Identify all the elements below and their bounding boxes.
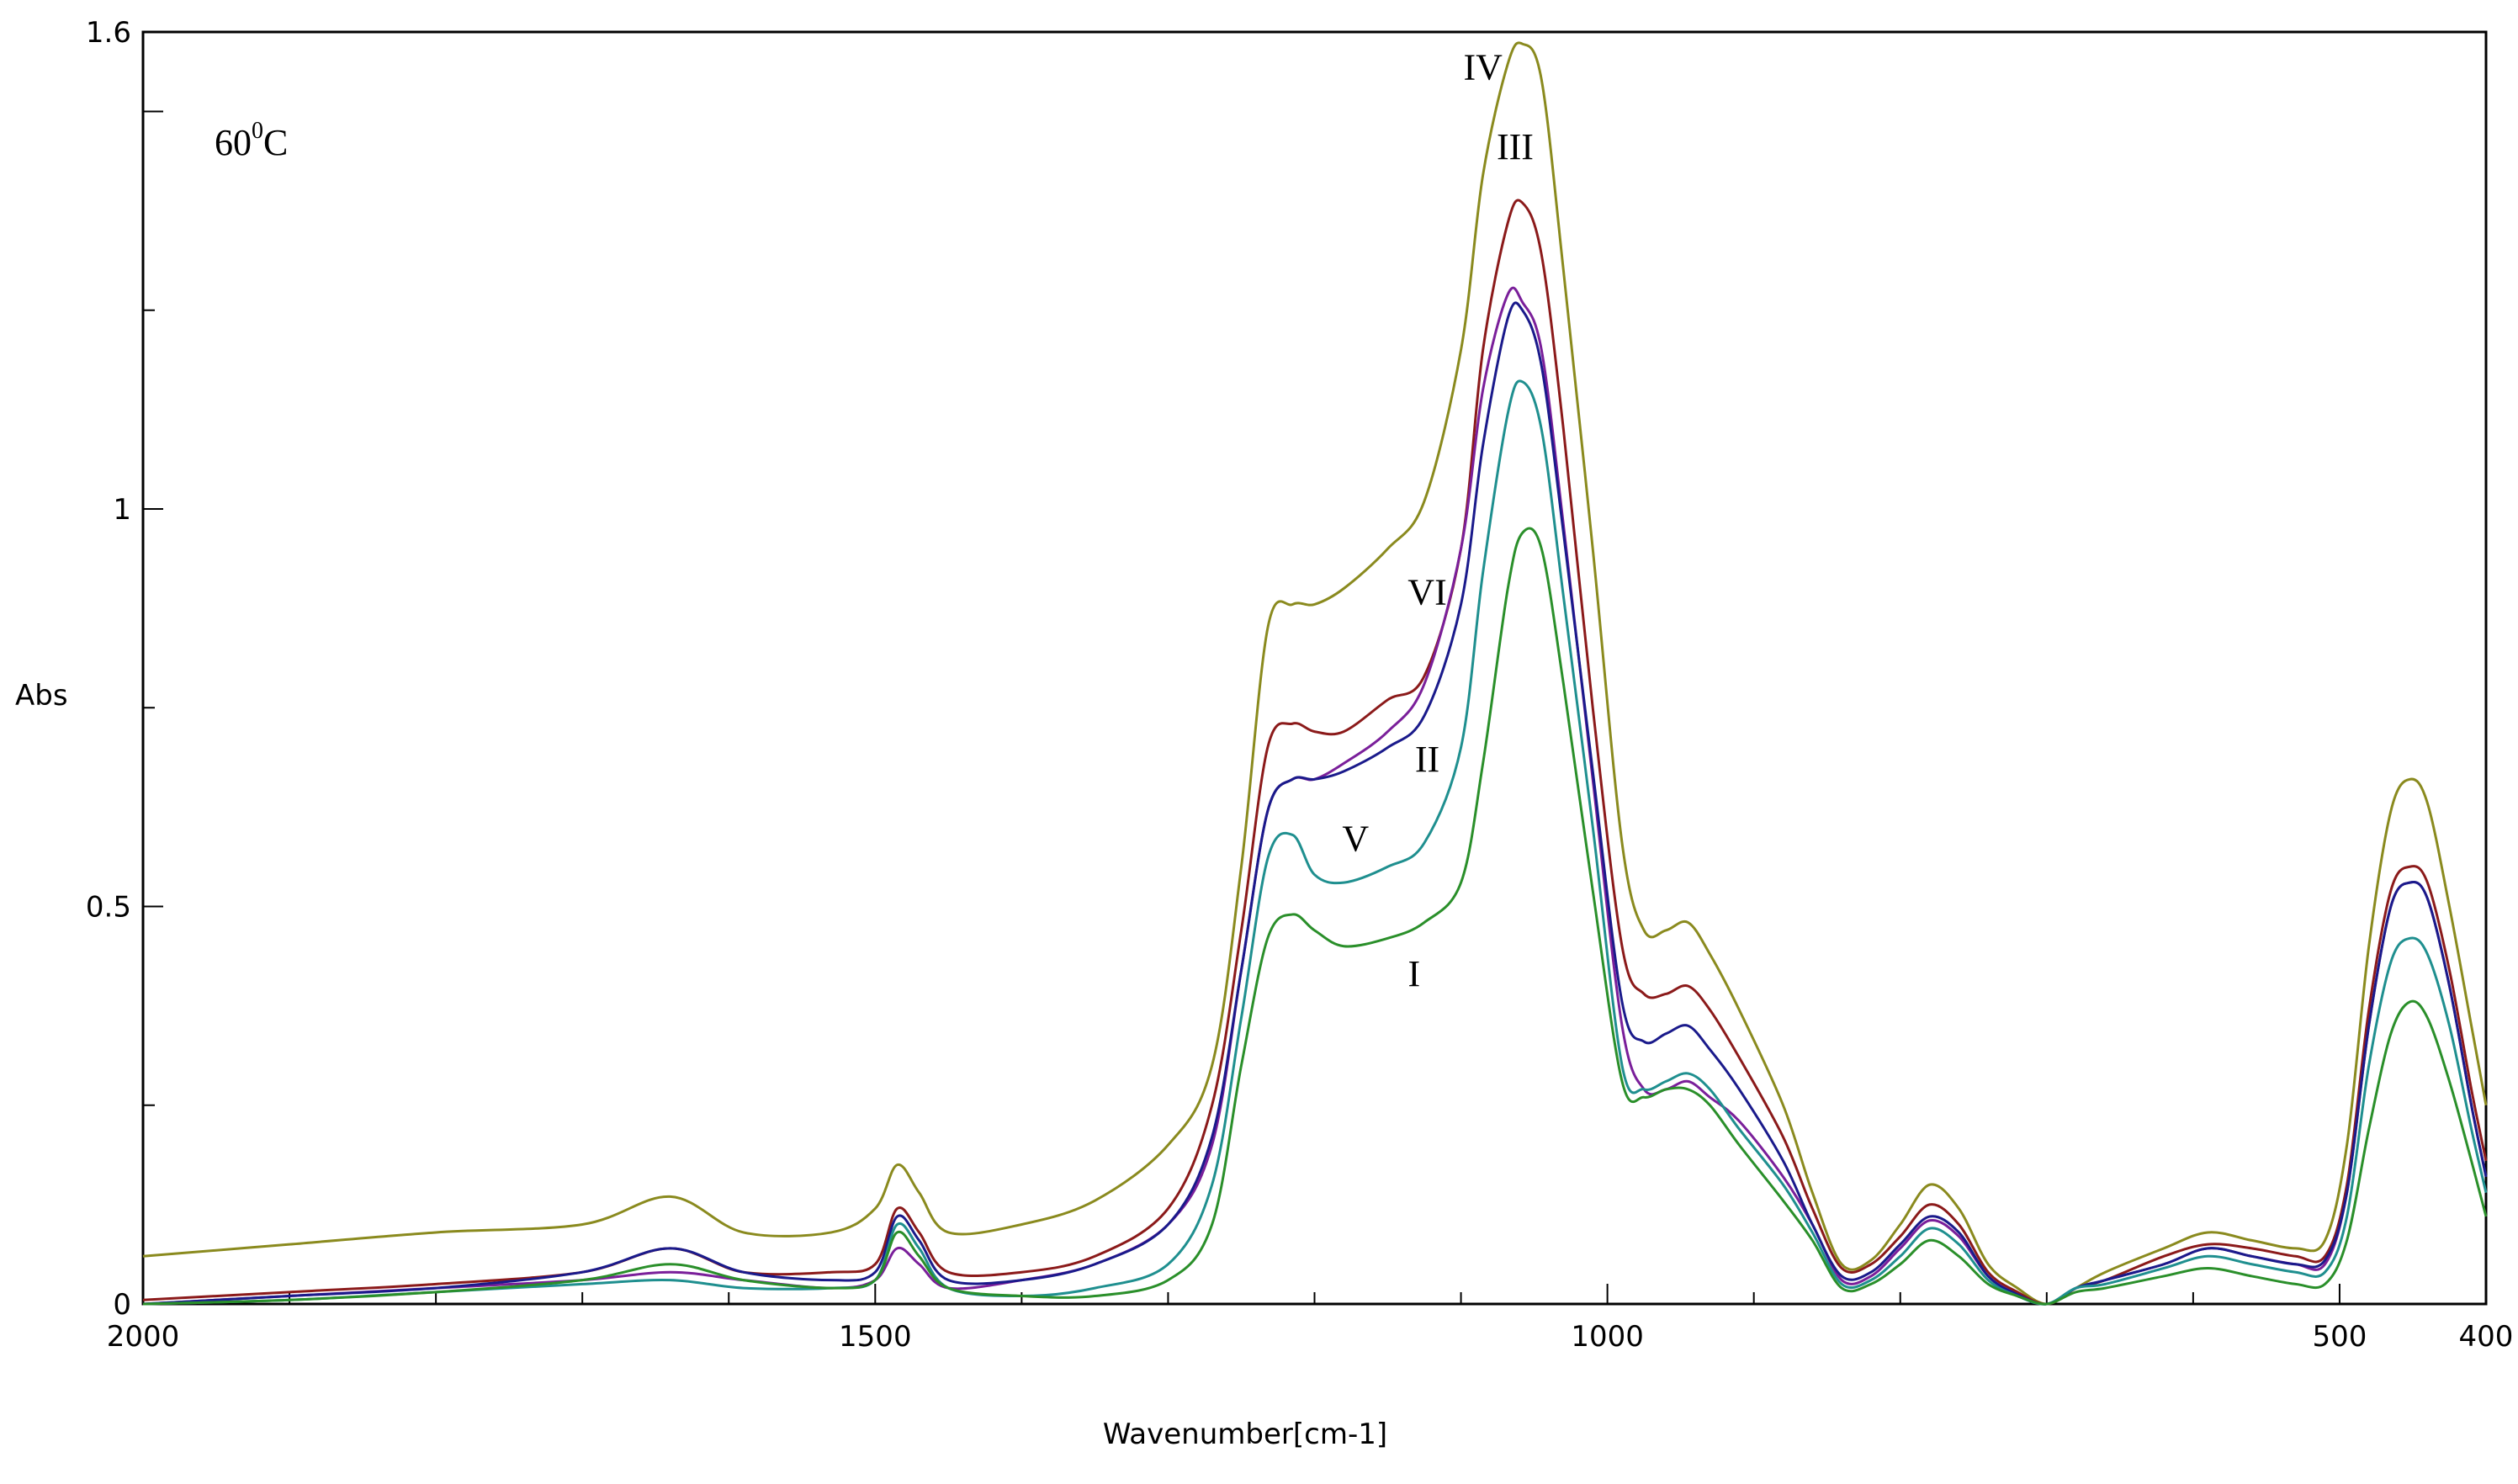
x-tick-label: 400 [2459, 1320, 2514, 1354]
curve-label: III [1497, 126, 1534, 167]
series-line-3 [142, 286, 2488, 1306]
series-line-4 [142, 301, 2488, 1306]
x-axis-ticks: 2000 1500 1000 500 400 [107, 1284, 2514, 1354]
series-line-1 [142, 41, 2488, 1306]
y-tick-label: 0 [113, 1288, 131, 1322]
curve-label: I [1408, 953, 1421, 994]
y-tick-label: 1 [113, 493, 131, 527]
plot-frame [141, 30, 2488, 1306]
y-axis-title: Abs [15, 679, 68, 713]
series-group [142, 41, 2488, 1306]
curve-label: II [1415, 739, 1439, 780]
curve-label: VI [1407, 571, 1446, 612]
curve-label: IV [1463, 47, 1503, 88]
x-tick-label: 1000 [1571, 1320, 1644, 1354]
x-tick-label: 1500 [839, 1320, 912, 1354]
x-axis-title: Wavenumber[cm-1] [1103, 1418, 1387, 1451]
y-axis-ticks: 0 0.5 1 1.6 [86, 16, 163, 1322]
curve-label: V [1342, 818, 1369, 859]
series-line-5 [142, 379, 2488, 1306]
x-tick-label: 500 [2312, 1320, 2367, 1354]
temperature-value: 60 [215, 122, 252, 163]
temperature-unit: C [263, 122, 288, 163]
series-line-6 [142, 527, 2488, 1306]
temperature-superscript: 0 [252, 118, 263, 144]
temperature-label: 600C [215, 118, 288, 163]
y-tick-label: 0.5 [86, 891, 131, 925]
series-line-2 [142, 199, 2488, 1306]
x-tick-label: 2000 [107, 1320, 180, 1354]
y-tick-label: 1.6 [86, 16, 131, 50]
